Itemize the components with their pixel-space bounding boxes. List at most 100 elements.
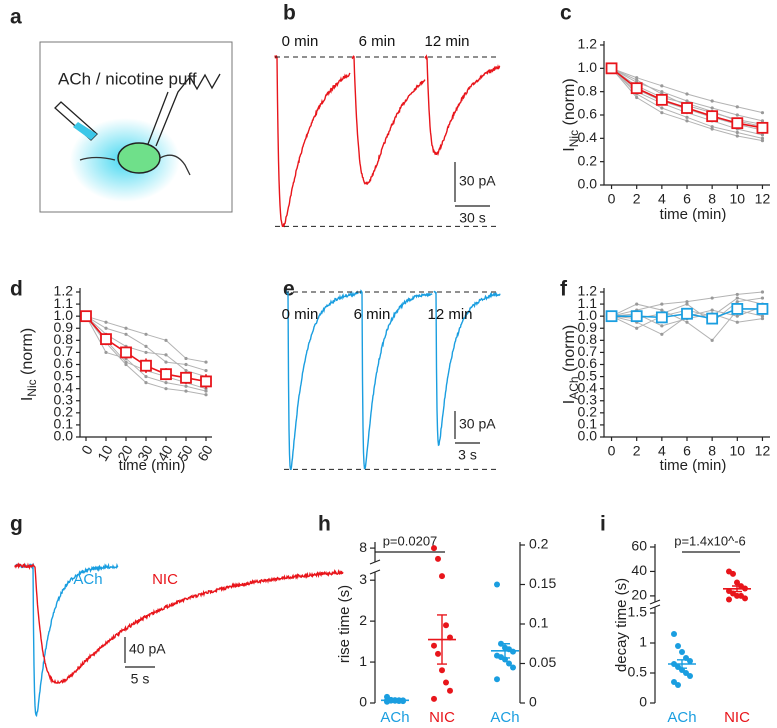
cell-point bbox=[735, 134, 739, 138]
cell-point bbox=[760, 133, 765, 137]
data-point bbox=[443, 679, 449, 686]
p-value: p=1.4x10^-6 bbox=[674, 533, 746, 548]
x-tick-label: 2 bbox=[633, 191, 641, 207]
cell-point bbox=[660, 302, 664, 306]
sem-bar bbox=[732, 585, 742, 593]
schematic bbox=[39, 41, 233, 213]
cell-point bbox=[710, 125, 714, 129]
current-trace bbox=[433, 290, 501, 447]
cell-point bbox=[685, 92, 689, 96]
y2-tick-label: 0.1 bbox=[529, 615, 549, 631]
axis-break bbox=[649, 599, 661, 610]
mean-marker bbox=[655, 93, 668, 106]
y-label-rest: (norm) bbox=[561, 325, 578, 377]
current-trace bbox=[274, 55, 351, 228]
cell-point bbox=[144, 350, 148, 355]
cell-point bbox=[735, 113, 739, 117]
data-point bbox=[679, 649, 685, 655]
y-tick-label: 1.2 bbox=[578, 283, 598, 299]
cell-point bbox=[735, 130, 739, 135]
y-axis-label: rise time (s) bbox=[336, 585, 353, 663]
x-tick-label: 0 bbox=[608, 443, 616, 459]
cell-point bbox=[104, 350, 108, 355]
mean-marker bbox=[80, 310, 92, 323]
trace-label: 12 min bbox=[424, 33, 469, 50]
mean-marker bbox=[120, 346, 132, 359]
y-label-subscript: Nic bbox=[567, 130, 581, 147]
mean-marker bbox=[655, 311, 668, 324]
data-point bbox=[435, 650, 441, 657]
cell-point bbox=[635, 326, 639, 330]
x-tick-label: 10 bbox=[94, 442, 116, 464]
panel-letter: d bbox=[10, 278, 23, 301]
cell-point bbox=[104, 326, 108, 330]
y-label-base: I bbox=[561, 147, 578, 151]
cell-point bbox=[124, 326, 128, 330]
x-tick-label: 2 bbox=[633, 443, 641, 459]
current-trace bbox=[359, 289, 433, 470]
data-point bbox=[687, 658, 693, 664]
y-tick-label: 1.0 bbox=[578, 59, 598, 75]
y-tick-label: 0.6 bbox=[578, 355, 598, 371]
scalebar-x-label: 30 s bbox=[459, 210, 485, 226]
y-tick-label: 0.2 bbox=[578, 404, 598, 420]
cell-point bbox=[685, 300, 689, 304]
data-point bbox=[494, 676, 500, 683]
data-point bbox=[687, 673, 693, 679]
category-label: ACh bbox=[490, 709, 519, 726]
cell-point bbox=[635, 76, 639, 80]
cell-point bbox=[144, 332, 148, 336]
cell-point bbox=[710, 308, 714, 312]
category-label: NIC bbox=[429, 709, 455, 726]
scalebar-y-label: 30 pA bbox=[459, 416, 496, 432]
scalebar-y-label: 30 pA bbox=[459, 173, 496, 189]
y-tick-label: 0.1 bbox=[578, 416, 598, 432]
mean-marker bbox=[731, 117, 744, 130]
y-tick-label: 0.7 bbox=[54, 343, 74, 359]
y-tick-label: 8 bbox=[359, 539, 367, 555]
mean-marker bbox=[681, 102, 693, 114]
cell-point bbox=[760, 314, 765, 318]
cell-point bbox=[635, 302, 639, 306]
y-tick-label: 1.0 bbox=[578, 307, 598, 323]
y-tick-label: 1.2 bbox=[54, 283, 74, 299]
y-tick-label: 3 bbox=[359, 571, 367, 587]
cell-point bbox=[660, 324, 664, 328]
cell-point bbox=[144, 381, 148, 385]
data-point bbox=[435, 555, 441, 562]
cell-point bbox=[204, 360, 208, 364]
mean-marker bbox=[706, 110, 719, 123]
cell-point bbox=[660, 308, 664, 312]
mean-marker bbox=[605, 62, 618, 75]
x-tick-label: 4 bbox=[658, 191, 666, 207]
y-tick-label: 0.6 bbox=[578, 106, 598, 122]
y2-tick-label: 0.05 bbox=[529, 654, 556, 670]
cell-point bbox=[184, 368, 188, 373]
panel-letter: e bbox=[283, 278, 295, 301]
data-point bbox=[400, 698, 406, 705]
x-tick-label: 50 bbox=[174, 442, 196, 464]
cell-point bbox=[735, 296, 739, 300]
y-label-base: I bbox=[561, 400, 578, 404]
panel-letter: b bbox=[283, 2, 296, 25]
cell-point bbox=[685, 320, 689, 324]
p-value: p=0.0207 bbox=[383, 533, 438, 548]
y-label-subscript: ACh bbox=[567, 376, 581, 399]
cell bbox=[117, 142, 161, 174]
cell-point bbox=[124, 332, 128, 336]
cell-point bbox=[124, 362, 128, 367]
neurite bbox=[79, 154, 191, 176]
x-tick-label: 30 bbox=[134, 442, 156, 464]
cell-point bbox=[710, 99, 714, 103]
cell-point bbox=[164, 338, 168, 342]
mean-marker bbox=[630, 310, 643, 323]
mean-marker bbox=[180, 371, 192, 384]
sem-bar bbox=[677, 659, 687, 669]
y-label-rest: (norm) bbox=[19, 328, 36, 380]
y-tick-label: 0.7 bbox=[578, 343, 598, 359]
y-label-subscript: Nic bbox=[25, 379, 39, 396]
y2-tick-label: 0 bbox=[529, 694, 537, 710]
y-tick-label: 1.1 bbox=[54, 295, 74, 311]
x-tick-label: 10 bbox=[730, 191, 746, 207]
